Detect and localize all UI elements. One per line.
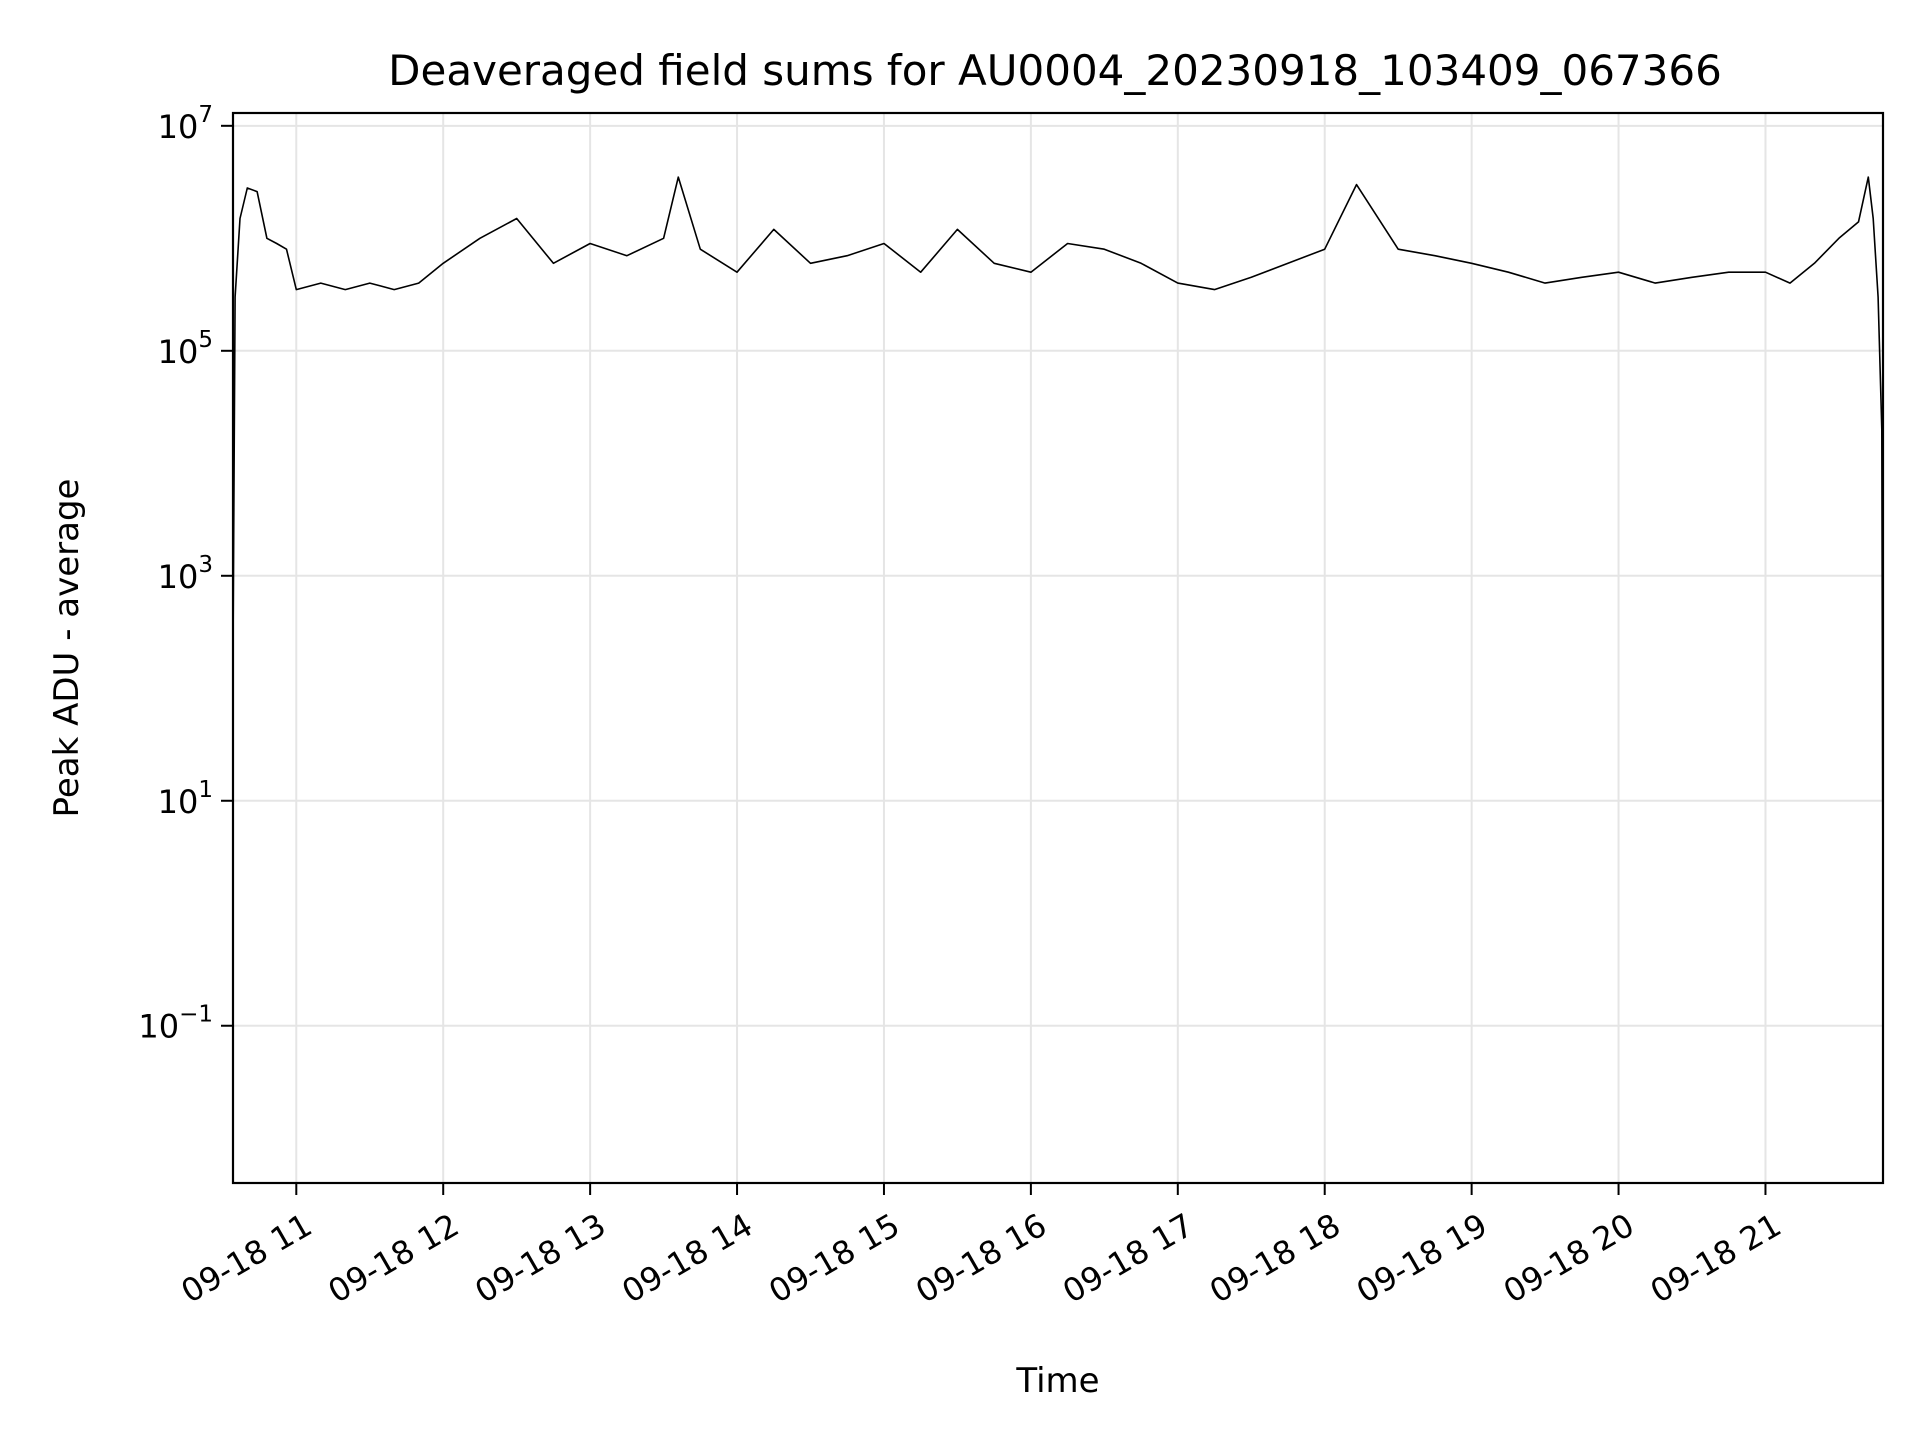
y-tick-label: 107 [158,102,213,146]
plot-frame [231,111,1885,1185]
grid [233,113,1883,1183]
y-axis-label: Peak ADU - average [47,479,87,818]
y-tick-label: 105 [158,327,213,371]
y-axis: 107 105 103 101 10−1 [138,102,233,1046]
y-tick-label: 101 [158,777,213,821]
y-tick-label: 10−1 [138,1002,213,1046]
series-line [233,176,1883,914]
y-tick-label: 103 [158,552,213,596]
chart-title: Deaveraged field sums for AU0004_2023091… [388,46,1722,95]
x-axis-label: Time [1015,1361,1099,1401]
series-layer [233,176,1883,914]
